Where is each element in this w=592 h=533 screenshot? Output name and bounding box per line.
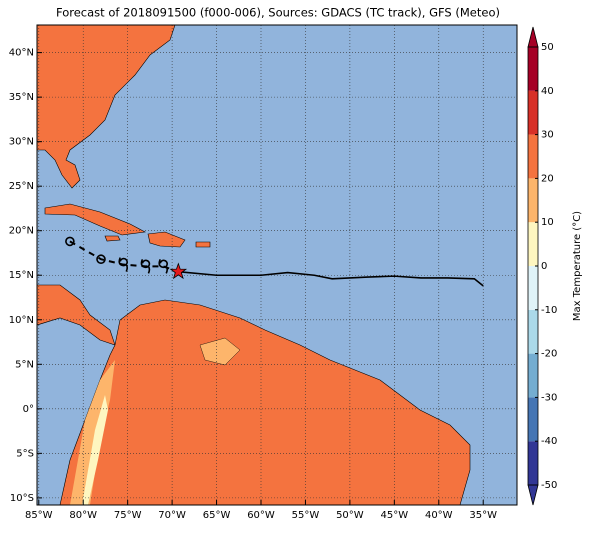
hispaniola: [147, 231, 186, 248]
hurricane-symbol: [118, 257, 129, 272]
colorbar-bin: [528, 353, 538, 398]
y-tick-label: 20°N: [9, 226, 34, 237]
colorbar-tick-label: 10: [541, 217, 554, 228]
jamaica: [104, 235, 121, 242]
x-tick-label: 50°W: [336, 510, 364, 521]
colorbar-tick-label: 40: [541, 86, 554, 97]
colorbar-bin: [528, 266, 538, 310]
y-tick-label: 30°N: [9, 137, 34, 148]
x-tick-label: 40°W: [425, 510, 453, 521]
map-frame: [36, 24, 518, 506]
x-tick-label: 70°W: [158, 510, 186, 521]
andes-highlands: [70, 360, 115, 505]
colorbar-bin: [528, 47, 538, 91]
y-tick-label: 25°N: [9, 181, 34, 192]
colorbar-bin: [528, 441, 538, 485]
colorbar-bin: [528, 397, 538, 442]
colorbar-bin: [528, 309, 538, 354]
colorbar-bin: [528, 178, 538, 223]
title: Forecast of 2018091500 (f000-006), Sourc…: [56, 6, 500, 20]
colorbar-bin: [528, 222, 538, 266]
current-position: [169, 262, 188, 280]
grid: [37, 25, 517, 505]
colorbar-extend-bottom: [527, 484, 539, 506]
y-tick-label: 35°N: [9, 92, 34, 103]
y-tick-label: 0°: [23, 404, 34, 415]
x-tick-label: 35°W: [469, 510, 497, 521]
andes-peaks: [82, 395, 108, 505]
map-area: [37, 25, 517, 505]
colorbar-tick-label: 30: [541, 130, 554, 141]
hurricane-symbol: [158, 259, 169, 274]
north-america: [37, 25, 176, 189]
colorbar-tick-label: -40: [541, 436, 557, 447]
storm-symbol: [65, 236, 75, 247]
colorbar-extend-top: [527, 26, 539, 48]
x-tick-label: 80°W: [69, 510, 97, 521]
colorbar-tick-label: -30: [541, 392, 557, 403]
colorbar-label: Max Temperature (°C): [572, 211, 583, 321]
hurricane-symbol: [140, 259, 151, 274]
x-tick-label: 75°W: [114, 510, 142, 521]
colorbar-tick-label: 20: [541, 173, 554, 184]
colorbar-tick-label: 0: [541, 261, 547, 272]
y-tick-label: 40°N: [9, 48, 34, 59]
x-tick-label: 55°W: [292, 510, 320, 521]
colorbar: [527, 26, 539, 506]
y-tick-label: 15°N: [9, 270, 34, 281]
y-tick-label: 10°N: [9, 315, 34, 326]
colorbar-tick-label: -10: [541, 305, 557, 316]
observed-track: [178, 270, 484, 287]
colorbar-bin: [528, 90, 538, 135]
highland-patch: [199, 337, 241, 366]
colorbar-tick-label: -50: [541, 480, 557, 491]
y-tick-label: 5°S: [16, 448, 34, 459]
colorbar-bin: [528, 134, 538, 179]
puerto-rico: [195, 241, 211, 248]
colorbar-tick-label: 50: [541, 42, 554, 53]
x-tick-label: 65°W: [203, 510, 231, 521]
colorbar-tick-label: -20: [541, 349, 557, 360]
cuba: [44, 203, 146, 236]
y-tick-label: 5°N: [15, 359, 34, 370]
storm-symbol: [96, 254, 106, 265]
x-tick-label: 85°W: [25, 510, 53, 521]
y-tick-label: 10°S: [10, 493, 34, 504]
x-tick-label: 60°W: [247, 510, 275, 521]
x-tick-label: 45°W: [381, 510, 409, 521]
south-america: [59, 299, 471, 505]
